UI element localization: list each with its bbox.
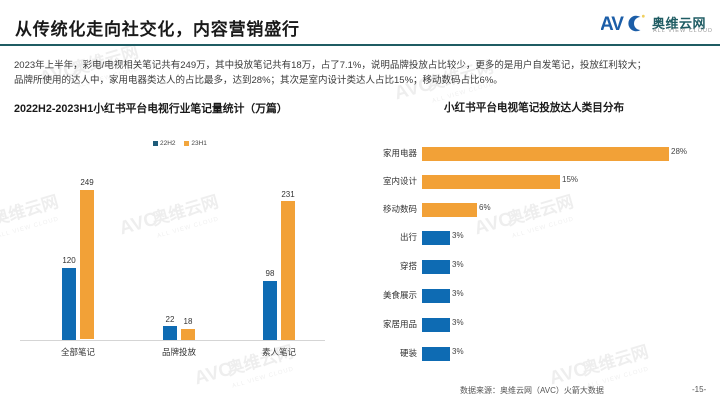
svg-text:AV: AV [601, 14, 624, 35]
